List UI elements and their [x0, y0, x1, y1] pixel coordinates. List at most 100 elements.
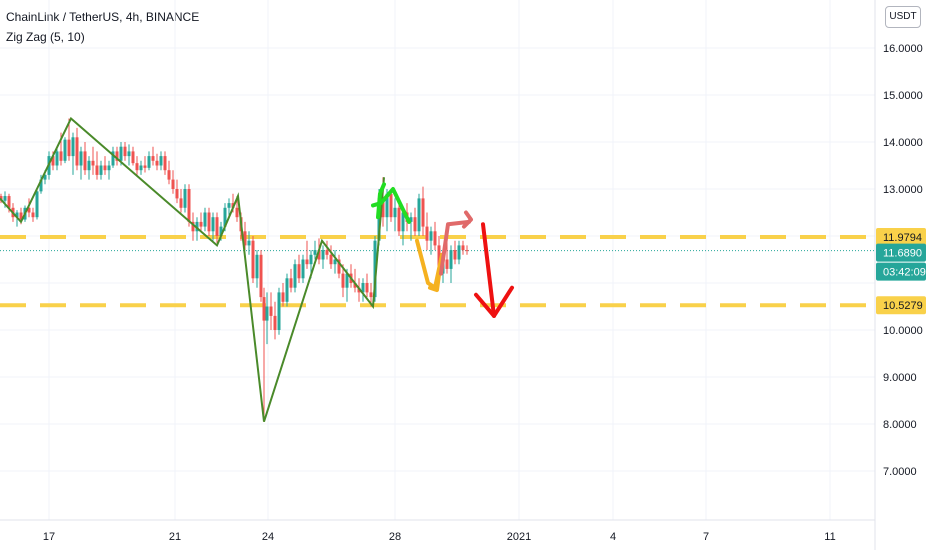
candle-body [461, 245, 465, 251]
candle-body [139, 165, 143, 171]
candle [449, 245, 453, 283]
candle [341, 264, 345, 298]
salmon-arrow [439, 210, 473, 276]
candle [453, 240, 457, 265]
candle [425, 212, 429, 251]
candle-body [111, 151, 115, 166]
candle [333, 250, 337, 274]
candle-body [71, 137, 75, 157]
candle-body [325, 250, 329, 255]
y-tick-label: 16.0000 [883, 43, 923, 55]
candle-body [381, 198, 385, 218]
last-price-tag-bg [876, 243, 926, 262]
candle [87, 156, 91, 180]
candle-body [175, 189, 179, 199]
candle-body [309, 254, 313, 265]
candle-body [465, 250, 469, 252]
candle [445, 240, 449, 274]
candle-body [195, 221, 199, 232]
candle-body [269, 306, 273, 316]
candle-body [95, 165, 99, 175]
candle [123, 142, 127, 161]
candle-body [159, 156, 163, 166]
candle [273, 301, 277, 340]
candle-body [425, 226, 429, 241]
candle [127, 144, 131, 166]
candle [243, 221, 247, 251]
candle-body [199, 221, 203, 227]
candle [95, 151, 99, 180]
candle-body [143, 165, 147, 168]
candle-body [191, 221, 195, 232]
candle-body [377, 198, 381, 241]
candle [313, 240, 317, 260]
candle-body [207, 212, 211, 232]
candle-body [83, 151, 87, 171]
candle-body [341, 273, 345, 288]
candle-body [35, 191, 39, 218]
candle-body [301, 259, 305, 279]
candle [413, 207, 417, 236]
x-tick-label: 24 [262, 531, 274, 543]
candle [71, 132, 75, 175]
candle-body [251, 240, 255, 279]
candle-body [167, 170, 171, 180]
candle-body [115, 151, 119, 161]
candle-body [87, 160, 91, 171]
currency-button[interactable]: USDT [885, 6, 921, 28]
candle-body [417, 198, 421, 232]
candle [293, 259, 297, 293]
candle-body [277, 292, 281, 330]
candle [147, 151, 151, 171]
candle-body [337, 259, 341, 274]
candle-body [273, 315, 277, 330]
candle [27, 198, 31, 218]
candle [227, 198, 231, 218]
candle-body [19, 212, 23, 220]
candle [361, 278, 365, 302]
candle [421, 186, 425, 236]
countdown-tag: 03:42:09 [876, 262, 926, 281]
x-tick-label: 2021 [507, 531, 531, 543]
candle-body [285, 278, 289, 302]
candle [277, 287, 281, 335]
candle-body [79, 151, 83, 166]
candle-body [15, 212, 19, 218]
candle-body [107, 165, 111, 171]
candle [251, 236, 255, 283]
candle-body [453, 250, 457, 260]
x-tick-label: 7 [703, 531, 709, 543]
candle [163, 151, 167, 175]
candle [417, 193, 421, 236]
candle-body [305, 259, 309, 265]
candle-body [223, 207, 227, 227]
candle-body [55, 151, 59, 166]
candle [397, 203, 401, 236]
candle-body [365, 283, 369, 293]
candle-body [179, 198, 183, 208]
candle-body [413, 217, 417, 232]
candle [265, 292, 269, 345]
candle [183, 184, 187, 213]
red-arrow-head [474, 285, 514, 318]
candle-body [99, 165, 103, 175]
candle [111, 146, 115, 168]
candle-body [235, 207, 239, 218]
x-tick-label: 17 [43, 531, 55, 543]
indicator-label[interactable]: Zig Zag (5, 10) [6, 30, 85, 44]
support-price-tag: 10.5279 [876, 296, 926, 315]
candle-body [401, 212, 405, 232]
candle [281, 283, 285, 307]
candle-body [219, 226, 223, 236]
y-tick-label: 8.0000 [883, 419, 917, 431]
candle [247, 231, 251, 255]
candle-body [397, 207, 401, 232]
resistance-price-tag-bg [876, 227, 926, 246]
candle [191, 212, 195, 241]
candle-body [385, 193, 389, 218]
green-arrow-stroke [371, 187, 411, 224]
candle [297, 254, 301, 283]
x-tick-label: 4 [610, 531, 616, 543]
salmon-arrow-stroke [439, 219, 471, 276]
